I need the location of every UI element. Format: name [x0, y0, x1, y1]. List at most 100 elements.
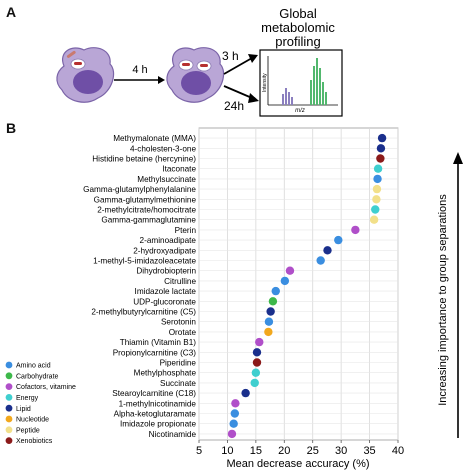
legend-label: Lipid: [16, 406, 31, 413]
metabolite-label: Gamma-glutamylmethionine: [94, 195, 197, 204]
arrow-24h: [223, 85, 259, 103]
metabolite-label: Succinate: [160, 379, 196, 388]
metabolite-point: [373, 164, 383, 173]
metabolite-label: UDP-glucoronate: [133, 297, 196, 306]
metabolite-label: Propionylcarnitine (C3): [113, 348, 197, 357]
metabolite-point: [371, 205, 380, 214]
metabolite-point: [227, 429, 237, 439]
legend-label: Peptide: [16, 427, 40, 434]
spectrum-peaks-purple: [282, 88, 293, 105]
legend-swatch: [5, 404, 13, 412]
legend-swatch: [5, 426, 13, 434]
legend-label: Xenobiotics: [16, 438, 53, 445]
panel-b-label: B: [6, 120, 17, 136]
metabolite-point: [316, 256, 325, 265]
spectrum-xlabel: m/z: [295, 108, 305, 114]
profiling-title-line1: Global: [279, 6, 317, 21]
step1-time-label: 4 h: [132, 64, 147, 76]
metabolite-point: [334, 235, 343, 245]
legend-label: Carbohydrate: [16, 373, 59, 380]
metabolite-point: [285, 266, 295, 275]
x-tick-label: 15: [250, 445, 262, 457]
plot-area: [198, 127, 399, 441]
metabolite-label: Imidazole lactate: [135, 287, 197, 296]
importance-arrow-label: Increasing importance to group separatio…: [437, 194, 449, 406]
legend-swatch: [5, 415, 13, 423]
legend-label: Cofactors, vitamine: [16, 384, 76, 391]
metabolite-label: Nicotinamide: [149, 430, 197, 439]
metabolite-point: [280, 276, 290, 286]
x-tick-label: 20: [278, 445, 290, 457]
legend-label: Energy: [16, 395, 39, 402]
legend-swatch: [5, 437, 13, 444]
infected-macrophage-cell-1: [56, 47, 115, 103]
metabolite-point: [271, 286, 280, 296]
metabolite-label: Orotate: [169, 328, 197, 337]
metabolite-label: Serotonin: [161, 318, 196, 327]
metabolite-label: Methylphosphate: [134, 369, 197, 378]
metabolite-label: 1-methyl-5-imidazoleacetate: [93, 257, 196, 266]
metabolite-label: Citrulline: [164, 277, 196, 286]
metabolite-label: 2-methylbutyrylcarnitine (C5): [91, 308, 196, 317]
x-tick-label: 10: [221, 445, 233, 457]
metabolite-label: Stearoylcarnitine (C18): [112, 389, 196, 398]
metabolite-point: [229, 419, 238, 428]
importance-arrow: [453, 152, 463, 438]
metabolite-label: Piperidine: [160, 359, 197, 368]
panel-a-label: A: [6, 4, 17, 20]
spectrum-ylabel: Intensity: [262, 73, 268, 92]
metabolite-label: Methymalonate (MMA): [113, 134, 196, 143]
metabolite-point: [230, 409, 240, 418]
x-tick-label: 30: [335, 445, 347, 457]
metabolite-point: [252, 348, 262, 357]
x-tick-label: 25: [307, 445, 319, 457]
legend-swatch: [5, 372, 13, 380]
metabolite-point: [264, 327, 273, 337]
metabolite-point: [373, 174, 382, 184]
x-tick-label: 35: [363, 445, 375, 457]
metabolite-point: [241, 388, 250, 398]
metabolite-label: 2-methylcitrate/homocitrate: [97, 206, 196, 215]
metabolite-label: Gamma-gammaglutamine: [101, 216, 196, 225]
legend-swatch: [5, 394, 13, 401]
metabolite-label: Histidine betaine (hercynine): [92, 155, 196, 164]
spectrum-peaks-green: [310, 58, 327, 105]
metabolite-point: [323, 246, 332, 255]
metabolite-point: [250, 378, 259, 388]
metabolite-label: 2-aminoadipate: [140, 236, 197, 245]
metabolite-label: Methylsuccinate: [137, 175, 196, 184]
metabolite-point: [372, 184, 382, 194]
metabolite-point: [252, 358, 262, 367]
metabolite-label: 4-cholesten-3-one: [130, 144, 196, 153]
branch1-time-label: 3 h: [222, 49, 239, 63]
metabolite-point: [377, 133, 387, 143]
legend-swatch: [5, 361, 13, 369]
metabolite-point: [264, 317, 274, 326]
metabolite-label: Imidazole propionate: [120, 420, 196, 429]
arrow-3h: [223, 54, 258, 75]
metabolite-label: Alpha-ketoglutaramate: [114, 410, 197, 419]
branch2-time-label: 24h: [224, 99, 244, 113]
x-tick-label: 40: [392, 445, 404, 457]
metabolite-point: [231, 399, 240, 408]
metabolite-point: [372, 195, 381, 204]
mass-spectrum-panel: Intensity m/z: [259, 49, 343, 117]
infected-macrophage-cell-2: [166, 47, 225, 103]
legend-swatch: [5, 383, 13, 390]
metabolite-label: 1-methylnicotinamide: [119, 399, 197, 408]
metabolite-label: 2-hydroxyadipate: [133, 246, 196, 255]
metabolite-point: [255, 337, 264, 347]
profiling-title-line2: metabolomic: [261, 20, 335, 35]
metabolite-label: Pterin: [175, 226, 197, 235]
metabolite-point: [376, 144, 386, 153]
metabolite-label: Itaconate: [162, 165, 196, 174]
metabolite-label: Gamma-glutamylphenylalanine: [83, 185, 196, 194]
metabolite-point: [266, 307, 275, 316]
arrow-4h: [114, 76, 165, 84]
workflow-diagram: 4 h 3 h 24h Global metabolomic profiling: [56, 6, 343, 117]
metabolite-point: [376, 154, 385, 163]
x-tick-label: 5: [196, 445, 202, 457]
legend-label: Nucleotide: [16, 417, 49, 424]
metabolite-label: Thiamin (Vitamin B1): [120, 338, 197, 347]
